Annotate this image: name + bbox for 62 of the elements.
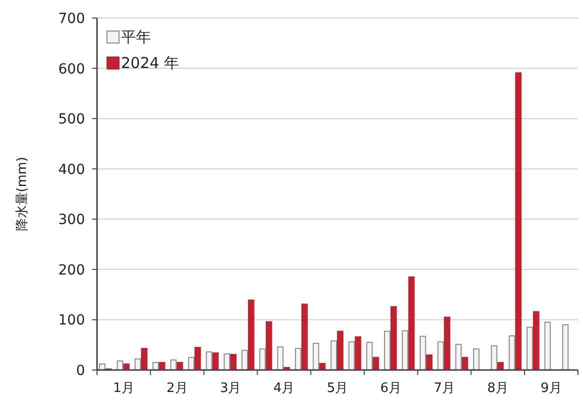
bar [372, 356, 380, 370]
bar [490, 345, 498, 370]
x-tick-label: 6月 [380, 381, 402, 396]
bar [312, 342, 320, 370]
x-tick-label: 5月 [326, 381, 348, 396]
bar [337, 330, 344, 370]
x-tick-label: 1月 [113, 381, 134, 396]
y-tick-label: 0 [76, 363, 85, 379]
y-axis-title: 降水量(mm) [15, 156, 30, 232]
y-tick-label: 300 [58, 212, 85, 228]
legend-label: 2024 年 [121, 54, 179, 72]
bar [473, 348, 480, 370]
bar [408, 276, 415, 370]
x-tick-label: 2月 [166, 381, 188, 396]
bar [152, 362, 159, 370]
bar [532, 311, 540, 370]
bar [266, 321, 272, 370]
bar [420, 336, 426, 370]
bar [515, 72, 522, 370]
legend-label: 平年 [121, 28, 151, 46]
bar [390, 306, 397, 370]
bar [354, 336, 362, 370]
bar [248, 300, 254, 370]
bar [426, 354, 432, 370]
bar [526, 326, 533, 370]
x-tick-label: 9月 [540, 381, 562, 396]
y-tick-label: 400 [58, 162, 85, 178]
bar [462, 356, 468, 370]
bar [562, 324, 569, 370]
bar [330, 340, 337, 370]
bar [176, 362, 184, 370]
bar [134, 358, 142, 370]
bar [224, 353, 230, 370]
bar [348, 341, 355, 370]
y-tick-label: 100 [58, 312, 85, 329]
bar [402, 330, 408, 370]
bar [259, 348, 266, 370]
bar [194, 346, 201, 370]
bar [206, 351, 212, 370]
x-tick-label: 3月 [220, 381, 242, 396]
bar [158, 362, 166, 370]
y-tick-label: 700 [58, 11, 85, 27]
bar [242, 350, 248, 370]
x-tick-label: 4月 [273, 381, 295, 396]
y-tick-label: 200 [58, 262, 85, 278]
bar [294, 348, 302, 370]
bar [230, 354, 237, 370]
bar [277, 346, 284, 370]
y-tick-label: 500 [58, 112, 85, 128]
bar [508, 335, 516, 370]
bar [437, 341, 444, 370]
bar [366, 342, 373, 370]
bar [455, 344, 462, 370]
y-tick-label: 600 [58, 61, 85, 78]
bar [301, 304, 308, 370]
bar [444, 316, 450, 370]
bar [141, 348, 148, 370]
x-tick-label: 8月 [487, 381, 508, 396]
bar [188, 356, 194, 370]
bar [544, 322, 551, 370]
bar [384, 330, 390, 370]
x-tick-label: 7月 [434, 381, 456, 396]
